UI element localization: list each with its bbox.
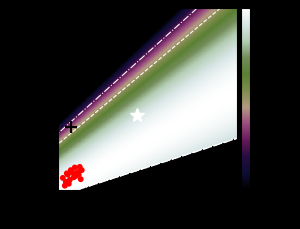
Point xyxy=(66,182,71,185)
Point xyxy=(74,174,78,178)
Point xyxy=(62,184,67,188)
Point xyxy=(64,172,69,175)
Point xyxy=(78,177,83,181)
Point xyxy=(77,165,82,169)
Point xyxy=(76,173,81,177)
Point xyxy=(72,166,77,169)
Point xyxy=(63,180,68,184)
Point xyxy=(65,173,70,177)
Y-axis label: log$_{10}$ (detection probability): log$_{10}$ (detection probability) xyxy=(286,40,298,158)
Y-axis label: DM$_{\rm EG}$: DM$_{\rm EG}$ xyxy=(4,84,18,114)
Point xyxy=(68,178,72,182)
Point xyxy=(71,175,76,179)
Point xyxy=(79,168,84,172)
Point xyxy=(68,168,73,172)
Point xyxy=(60,176,65,180)
Point xyxy=(70,171,75,174)
Point xyxy=(75,170,80,174)
X-axis label: z: z xyxy=(144,215,150,225)
